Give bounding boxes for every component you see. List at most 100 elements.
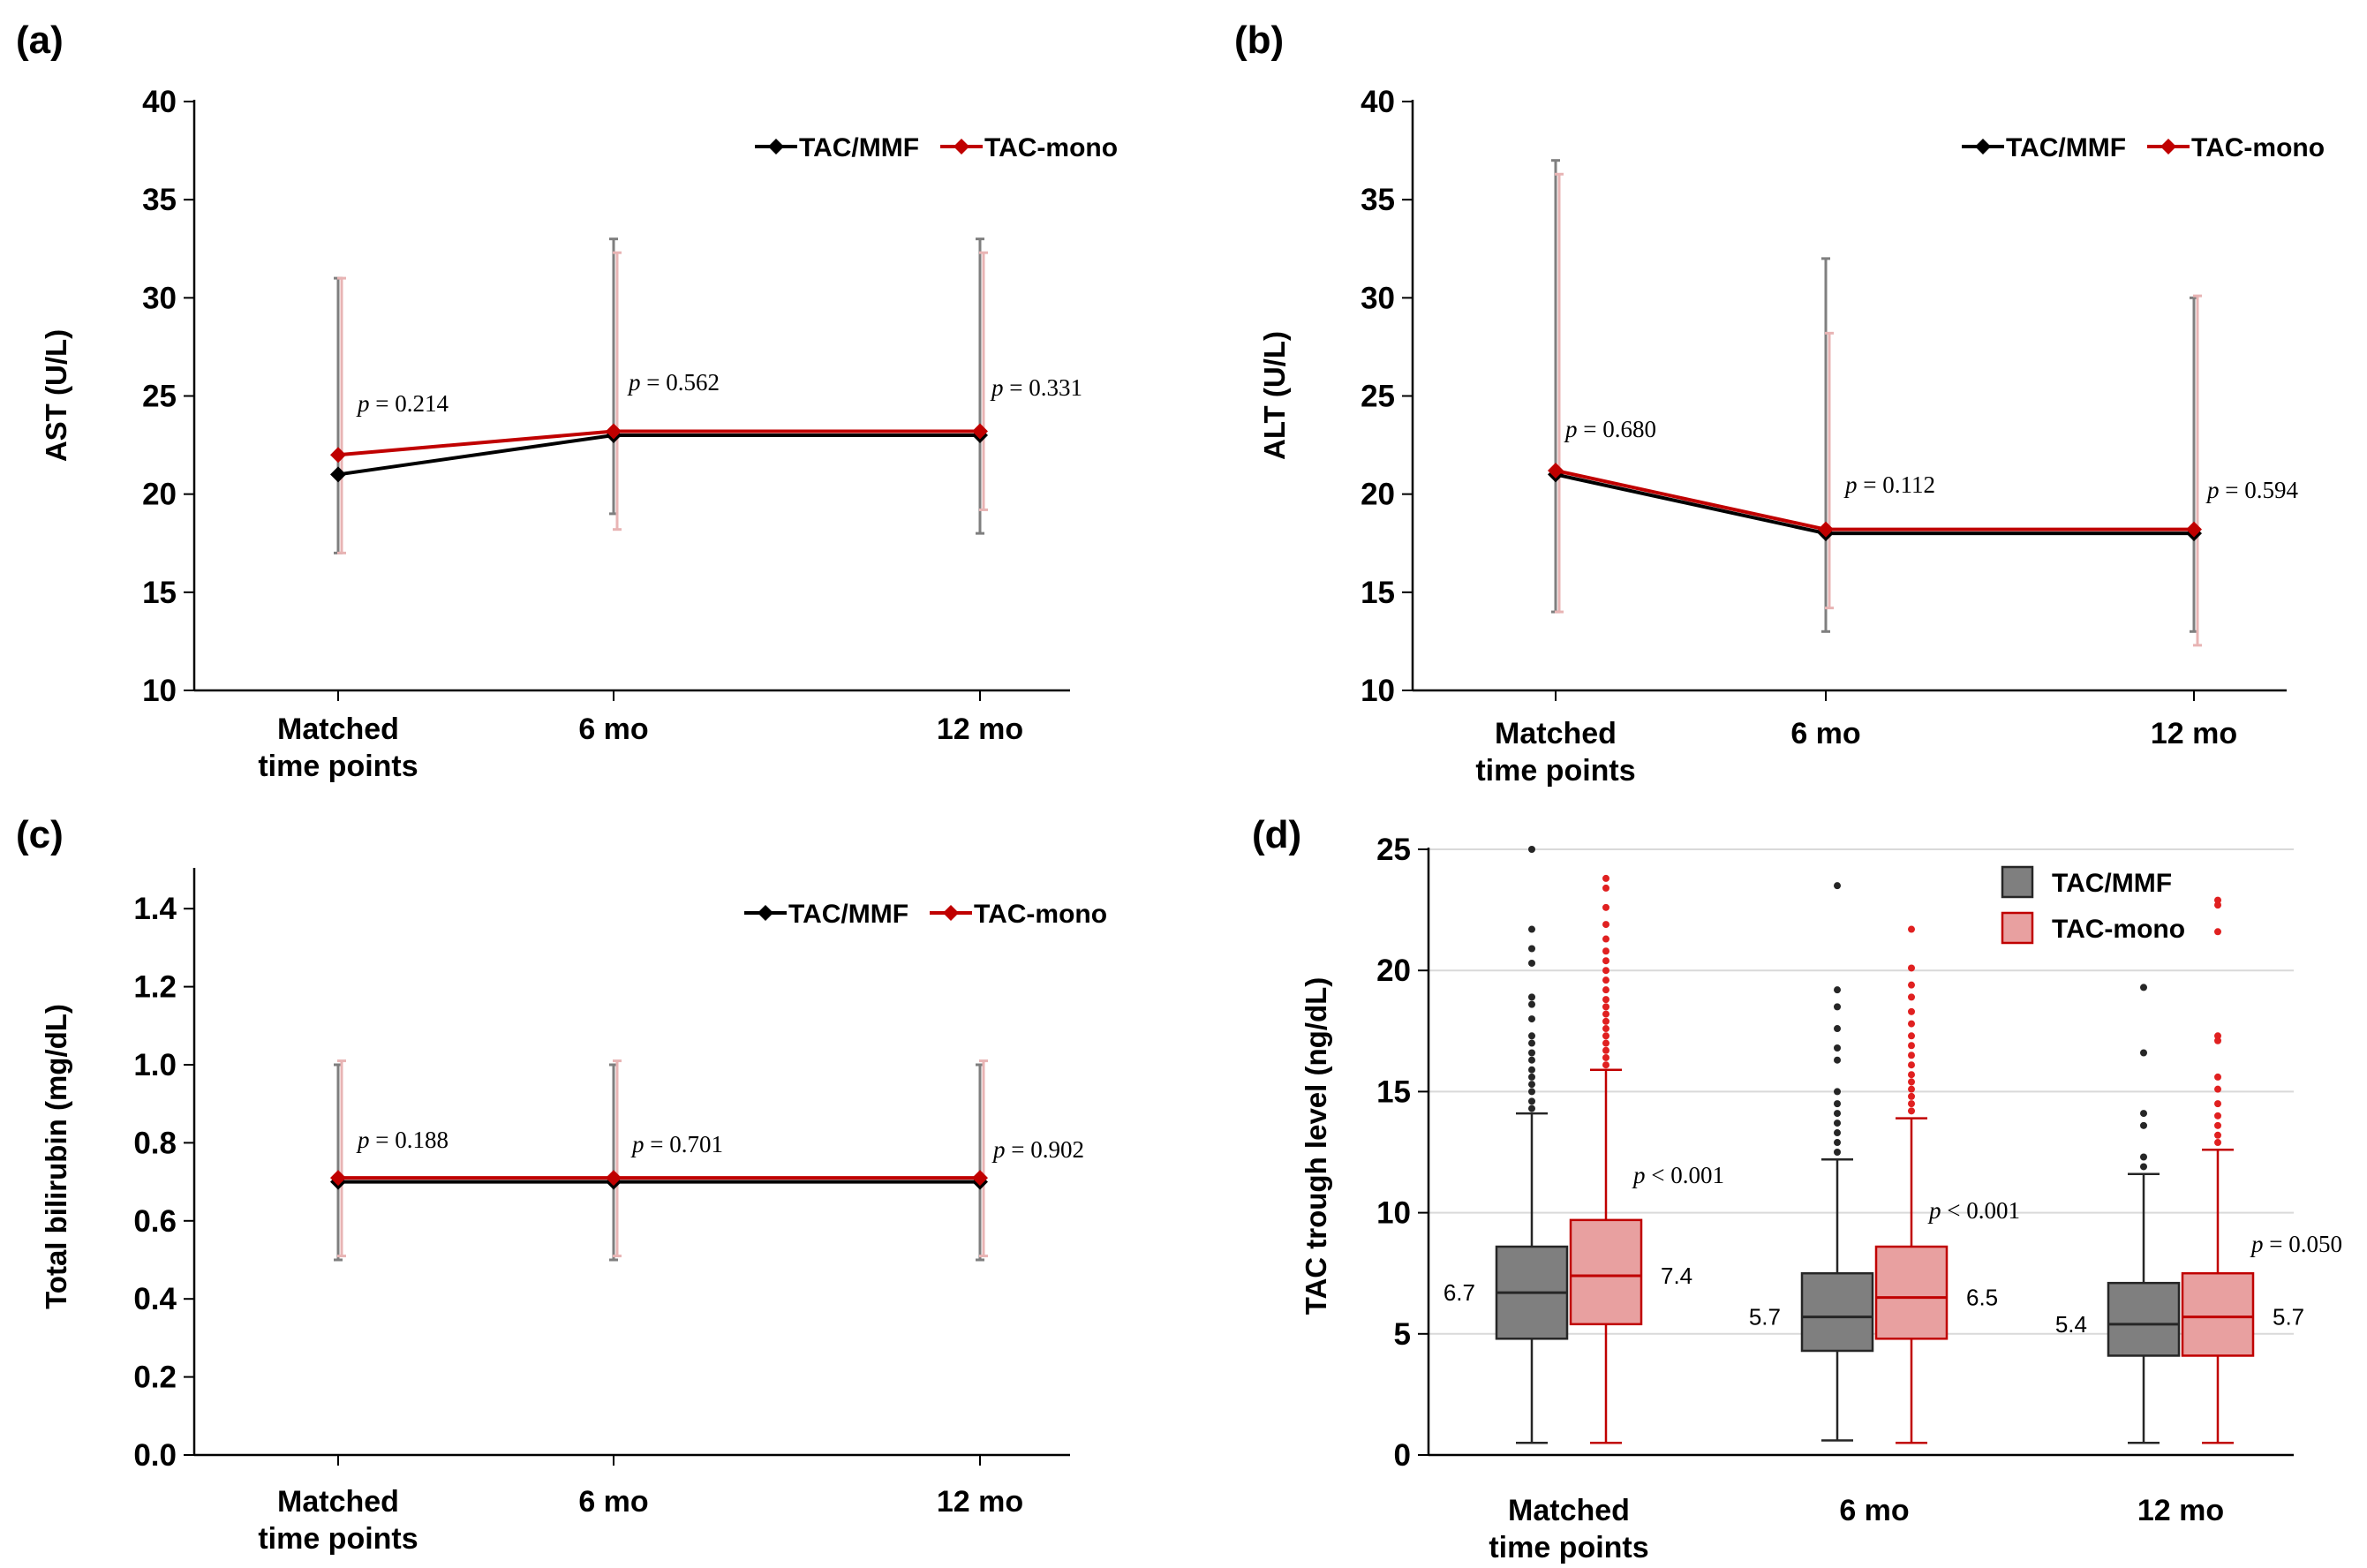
p-value-text: = 0.050 bbox=[2264, 1231, 2342, 1257]
p-value: p = 0.680 bbox=[1564, 416, 1656, 442]
outlier-point bbox=[1834, 1139, 1841, 1147]
p-value-text: < 0.001 bbox=[1646, 1162, 1724, 1188]
x-tick-label: 12 mo bbox=[2151, 717, 2237, 750]
outlier-point bbox=[1602, 1003, 1609, 1011]
p-symbol: p bbox=[991, 1136, 1006, 1163]
outlier-point bbox=[1528, 1056, 1535, 1064]
y-axis-title: TAC trough level (ng/dL) bbox=[1300, 977, 1332, 1315]
y-tick-label: 15 bbox=[1376, 1074, 1411, 1109]
outlier-point bbox=[1602, 1017, 1609, 1025]
outlier-point bbox=[1602, 1032, 1609, 1040]
legend-marker bbox=[2160, 139, 2176, 155]
outlier-point bbox=[1834, 1100, 1841, 1108]
outlier-point bbox=[1528, 1039, 1535, 1047]
x-tick-label: Matched bbox=[277, 712, 399, 746]
legend-marker bbox=[1975, 139, 1991, 155]
y-tick-label: 20 bbox=[1376, 954, 1411, 988]
y-tick-label: 0.4 bbox=[133, 1282, 177, 1316]
panel-b: (b) 10 15 20 25 30 35 40 Matched time points 6 mo 1… bbox=[1234, 19, 2325, 788]
panel-label: (b) bbox=[1234, 19, 1284, 62]
outlier-point bbox=[1834, 1110, 1841, 1118]
box-tac-mmf bbox=[2107, 1281, 2181, 1357]
x-tick-label: 6 mo bbox=[578, 1485, 648, 1519]
outlier-point bbox=[1908, 993, 1915, 1001]
outlier-point bbox=[1834, 1149, 1841, 1156]
outlier-point bbox=[1528, 1104, 1535, 1112]
x-tick-label: time points bbox=[258, 1522, 418, 1556]
p-value-text: = 0.680 bbox=[1578, 416, 1656, 442]
p-value: p = 0.902 bbox=[991, 1136, 1084, 1163]
outlier-point bbox=[1602, 967, 1609, 975]
p-value: p < 0.001 bbox=[1927, 1197, 2020, 1224]
outlier-point bbox=[1908, 981, 1915, 989]
outlier-point bbox=[1528, 1049, 1535, 1057]
p-value-text: < 0.001 bbox=[1941, 1197, 2020, 1224]
outlier-point bbox=[1834, 986, 1841, 994]
outlier-point bbox=[1528, 993, 1535, 1001]
legend-label: TAC/MMF bbox=[2006, 133, 2126, 162]
outlier-point bbox=[1908, 1042, 1915, 1050]
p-value-text: = 0.331 bbox=[1004, 374, 1082, 401]
outlier-point bbox=[1528, 1073, 1535, 1081]
outlier-point bbox=[1908, 1100, 1915, 1108]
outlier-point bbox=[1834, 1119, 1841, 1127]
median-label: 5.7 bbox=[2273, 1304, 2304, 1331]
y-tick-label: 25 bbox=[1376, 833, 1411, 867]
p-symbol: p bbox=[2205, 477, 2220, 503]
outlier-point bbox=[1908, 925, 1915, 933]
y-tick-label: 25 bbox=[1361, 380, 1395, 414]
legend-marker bbox=[758, 905, 773, 921]
y-axis-title: AST (U/L) bbox=[40, 329, 72, 462]
p-value-text: = 0.594 bbox=[2220, 477, 2299, 503]
y-tick-label: 0 bbox=[1394, 1438, 1411, 1473]
outlier-point bbox=[1602, 1025, 1609, 1033]
y-tick-label: 0.2 bbox=[133, 1361, 177, 1395]
p-symbol: p bbox=[630, 1131, 645, 1157]
outlier-point bbox=[2140, 1163, 2147, 1171]
y-axis-title: Total bilirubin (mg/dL) bbox=[40, 1004, 72, 1309]
median-label: 7.4 bbox=[1661, 1263, 1692, 1289]
outlier-point bbox=[2214, 1073, 2221, 1081]
p-value: p = 0.331 bbox=[990, 374, 1082, 401]
outlier-point bbox=[1908, 1061, 1915, 1069]
data-point bbox=[1548, 462, 1564, 479]
box-tac-mono bbox=[2181, 1271, 2255, 1357]
y-tick-label: 20 bbox=[142, 478, 177, 512]
outlier-point bbox=[1528, 945, 1535, 953]
median-label: 5.4 bbox=[2055, 1311, 2087, 1338]
panel-label: (a) bbox=[16, 19, 64, 62]
y-tick-label: 1.2 bbox=[133, 970, 177, 1005]
x-tick-label: 6 mo bbox=[1790, 717, 1860, 750]
outlier-point bbox=[1602, 957, 1609, 965]
outlier-point bbox=[1528, 1015, 1535, 1023]
p-symbol: p bbox=[627, 369, 641, 396]
outlier-point bbox=[1602, 976, 1609, 984]
outlier-point bbox=[1528, 1000, 1535, 1008]
x-tick-label: Matched bbox=[1508, 1494, 1630, 1527]
outlier-point bbox=[1834, 1003, 1841, 1011]
outlier-point bbox=[1602, 996, 1609, 1004]
legend-label: TAC/MMF bbox=[799, 133, 919, 162]
y-tick-label: 0.0 bbox=[133, 1438, 177, 1473]
p-value-text: = 0.112 bbox=[1858, 471, 1935, 498]
data-point bbox=[1818, 521, 1834, 538]
data-point bbox=[330, 447, 346, 464]
legend-label: TAC-mono bbox=[2052, 915, 2185, 944]
y-tick-label: 0.8 bbox=[133, 1126, 177, 1160]
outlier-point bbox=[2214, 1037, 2221, 1044]
data-point bbox=[330, 466, 346, 483]
x-tick-label: 6 mo bbox=[1839, 1494, 1909, 1527]
outlier-point bbox=[2140, 1110, 2147, 1118]
outlier-point bbox=[1602, 921, 1609, 929]
outlier-point bbox=[1528, 959, 1535, 967]
y-tick-label: 30 bbox=[142, 281, 177, 315]
x-tick-label: 12 mo bbox=[937, 1485, 1023, 1519]
outlier-point bbox=[1528, 925, 1535, 933]
p-value: p = 0.050 bbox=[2250, 1231, 2342, 1257]
outlier-point bbox=[2140, 1153, 2147, 1161]
y-tick-label: 40 bbox=[1361, 85, 1395, 119]
p-value: p = 0.562 bbox=[627, 369, 720, 396]
outlier-point bbox=[1602, 935, 1609, 943]
y-tick-label: 40 bbox=[142, 85, 177, 119]
